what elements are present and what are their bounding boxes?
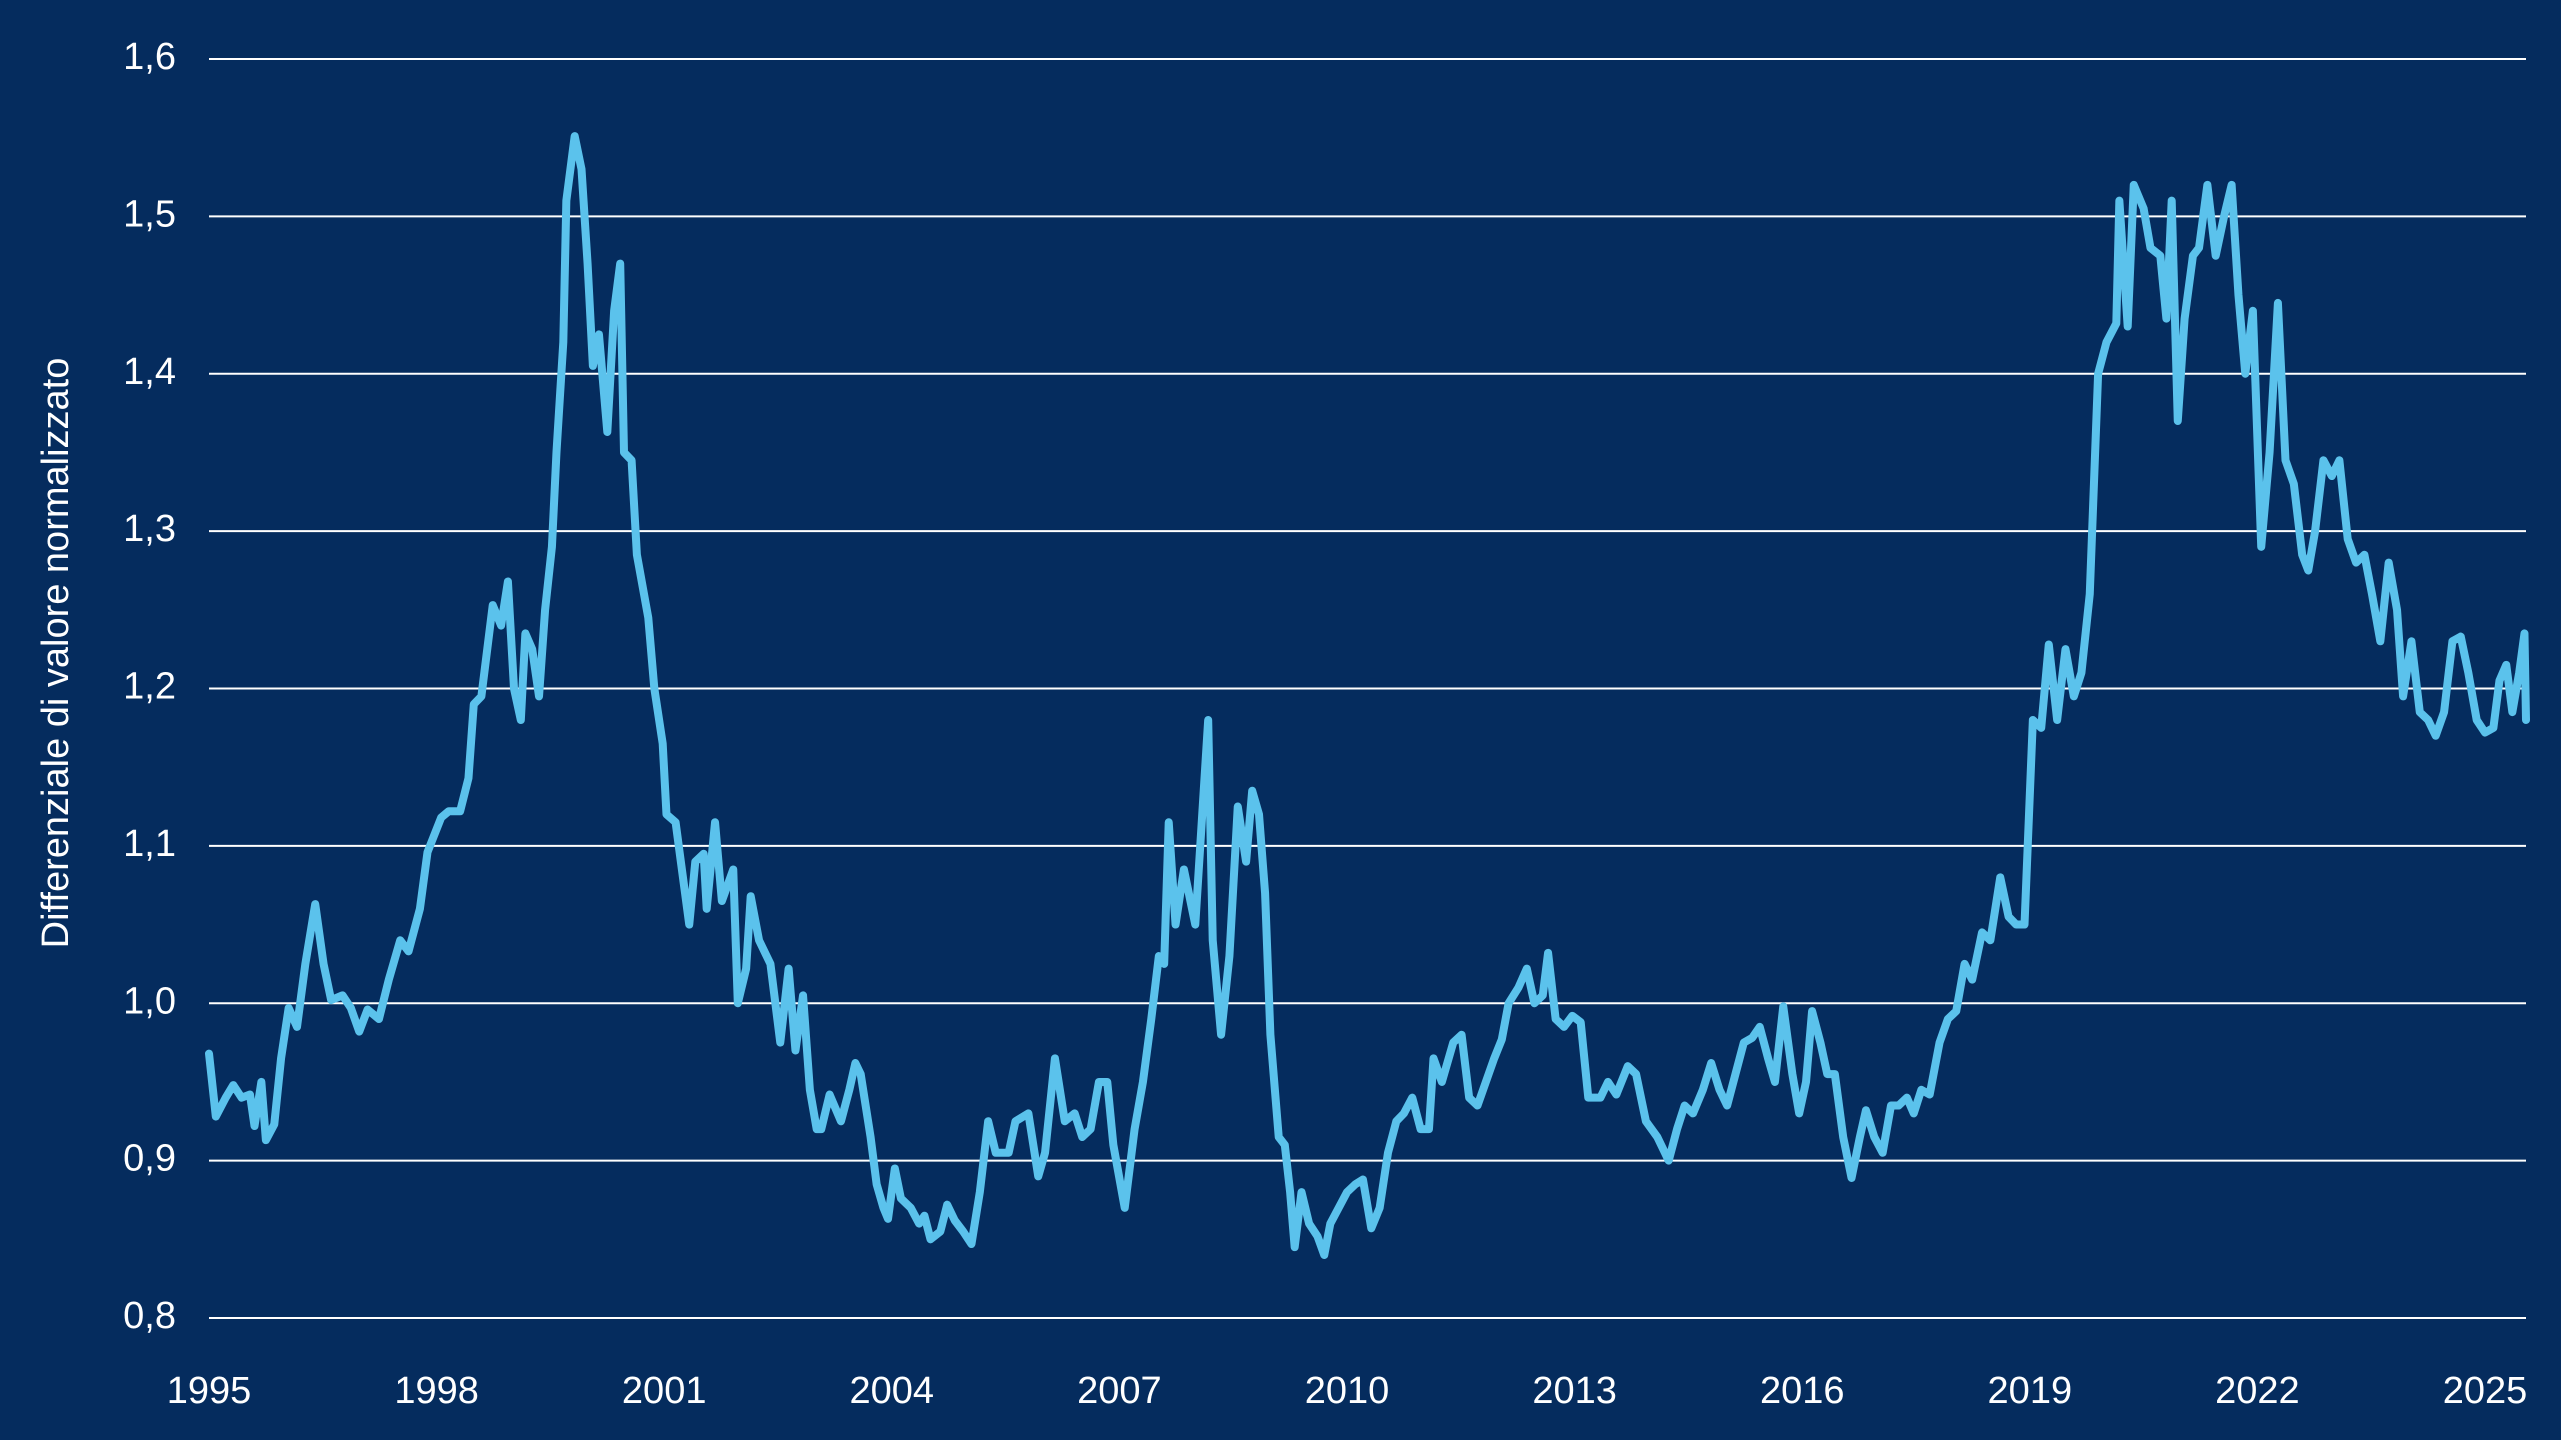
x-tick-label: 2025 bbox=[2443, 1370, 2528, 1412]
x-tick-label: 1995 bbox=[167, 1370, 252, 1412]
x-tick-label: 1998 bbox=[394, 1370, 479, 1412]
data-line bbox=[205, 132, 2530, 1260]
y-tick-label: 0,9 bbox=[123, 1138, 176, 1180]
x-tick-label: 2013 bbox=[1532, 1370, 1617, 1412]
y-tick-label: 1,4 bbox=[123, 351, 176, 393]
y-tick-label: 1,0 bbox=[123, 980, 176, 1022]
x-tick-label: 2001 bbox=[622, 1370, 707, 1412]
x-tick-label: 2010 bbox=[1305, 1370, 1390, 1412]
y-tick-label: 1,5 bbox=[123, 193, 176, 235]
y-tick-label: 1,3 bbox=[123, 508, 176, 550]
x-tick-label: 2007 bbox=[1077, 1370, 1162, 1412]
x-tick-label: 2019 bbox=[1988, 1370, 2073, 1412]
x-tick-label: 2016 bbox=[1760, 1370, 1845, 1412]
y-axis-label: Differenziale di valore normalizzato bbox=[35, 358, 77, 949]
x-tick-label: 2004 bbox=[850, 1370, 935, 1412]
y-tick-label: 1,1 bbox=[123, 823, 176, 865]
y-tick-label: 1,2 bbox=[123, 666, 176, 708]
y-tick-label: 1,6 bbox=[123, 36, 176, 78]
y-tick-label: 0,8 bbox=[123, 1295, 176, 1337]
x-tick-label: 2022 bbox=[2215, 1370, 2300, 1412]
